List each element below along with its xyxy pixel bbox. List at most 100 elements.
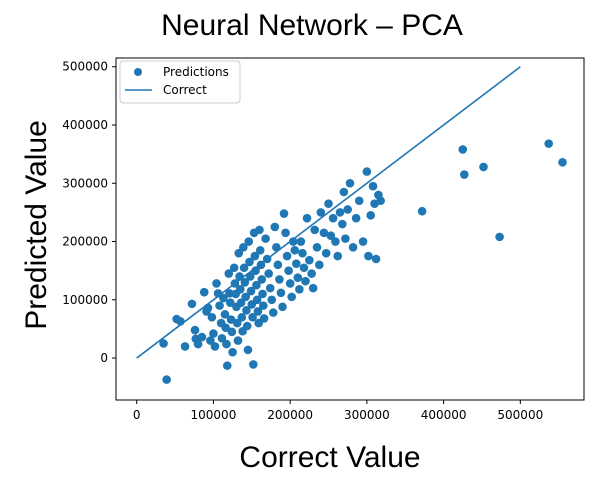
y-tick-label: 300000 [62, 176, 108, 190]
prediction-point [376, 196, 385, 206]
prediction-point [275, 275, 284, 284]
prediction-point [458, 145, 468, 154]
prediction-point [278, 302, 287, 312]
plot-frame [115, 57, 585, 401]
prediction-point [321, 248, 331, 258]
prediction-point [224, 269, 234, 278]
prediction-point [233, 336, 243, 345]
prediction-point [324, 199, 333, 208]
prediction-point [187, 299, 197, 309]
prediction-point [315, 260, 324, 270]
prediction-point [219, 293, 228, 303]
prediction-point [284, 266, 293, 275]
prediction-point [222, 361, 232, 370]
prediction-point [239, 263, 249, 273]
y-tick-label: 100000 [62, 293, 108, 307]
prediction-point [217, 333, 227, 343]
prediction-point [253, 307, 263, 316]
prediction-point [362, 167, 372, 176]
prediction-point [354, 196, 364, 206]
prediction-point [215, 301, 224, 310]
legend-label-predictions: Predictions [163, 65, 229, 79]
prediction-point [245, 257, 254, 267]
prediction-point [495, 232, 504, 242]
prediction-point [273, 260, 283, 270]
legend-box [119, 60, 241, 104]
prediction-point [252, 280, 261, 290]
prediction-point [351, 213, 361, 223]
prediction-point [209, 329, 218, 338]
y-tick-label: 500000 [62, 60, 108, 74]
prediction-point [268, 308, 278, 317]
prediction-point [291, 259, 301, 268]
prediction-point [305, 255, 314, 265]
prediction-point [197, 332, 207, 342]
prediction-point [301, 276, 310, 286]
prediction-point [236, 298, 246, 308]
prediction-point [312, 243, 322, 252]
prediction-point [226, 298, 235, 308]
prediction-point [328, 213, 338, 223]
prediction-point [558, 157, 567, 167]
prediction-point [159, 339, 168, 348]
prediction-point [207, 312, 217, 322]
prediction-point [281, 228, 290, 238]
y-tick-label: 200000 [62, 235, 108, 249]
prediction-point [333, 251, 343, 261]
prediction-point [255, 245, 265, 255]
prediction-point [210, 342, 220, 351]
prediction-point [259, 301, 268, 310]
prediction-point [258, 289, 267, 299]
prediction-point [221, 323, 231, 333]
x-tick-label: 300000 [344, 408, 390, 422]
prediction-point [282, 251, 292, 261]
prediction-point [338, 219, 347, 229]
prediction-point [293, 273, 303, 282]
prediction-point [326, 231, 336, 241]
prediction-point [190, 325, 200, 335]
prediction-point [276, 288, 286, 298]
prediction-point [341, 234, 350, 243]
prediction-point [544, 139, 554, 148]
prediction-point [239, 243, 248, 252]
prediction-point [479, 162, 488, 172]
prediction-point [319, 228, 329, 238]
prediction-point [290, 245, 300, 255]
x-axis-label: Correct Value [239, 441, 420, 474]
y-axis-label: Predicted Value [20, 120, 53, 330]
prediction-point [366, 211, 376, 220]
prediction-point [267, 295, 277, 305]
legend: Predictions Correct [119, 60, 241, 104]
prediction-point [296, 237, 306, 246]
prediction-point [371, 254, 381, 264]
prediction-point [261, 234, 270, 243]
x-tick-label: 400000 [421, 408, 467, 422]
legend-marker-predictions [134, 68, 142, 76]
prediction-point [228, 347, 237, 357]
prediction-point [162, 375, 171, 384]
prediction-point [279, 209, 289, 218]
prediction-point [246, 286, 256, 296]
prediction-point [220, 310, 230, 319]
prediction-point [287, 292, 296, 302]
prediction-point [193, 339, 203, 349]
prediction-point [249, 360, 258, 369]
prediction-point [212, 279, 221, 288]
prediction-point [348, 243, 358, 252]
prediction-point [232, 318, 242, 328]
prediction-point [199, 287, 209, 297]
prediction-point [335, 208, 345, 217]
prediction-point [358, 237, 368, 246]
prediction-point [316, 208, 326, 217]
prediction-point [255, 225, 264, 235]
prediction-point [180, 342, 190, 351]
prediction-point [264, 269, 273, 278]
prediction-point [235, 285, 245, 294]
x-tick-label: 0 [133, 408, 141, 422]
prediction-point [259, 314, 269, 323]
x-tick-label: 200000 [267, 408, 313, 422]
prediction-point [298, 248, 307, 258]
prediction-point [343, 205, 352, 214]
prediction-point [243, 345, 253, 355]
